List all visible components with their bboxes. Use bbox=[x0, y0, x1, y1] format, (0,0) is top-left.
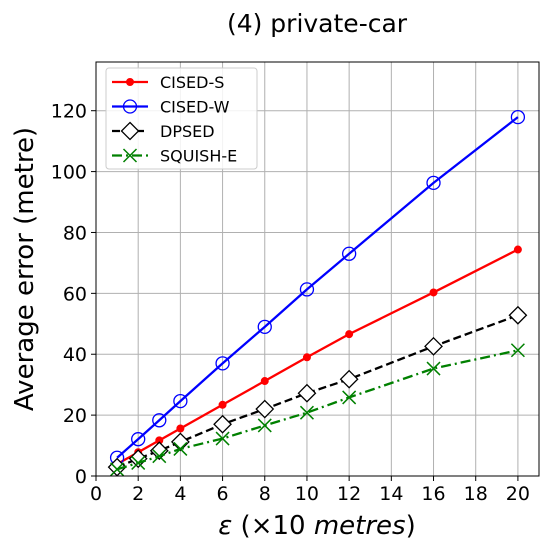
data-point bbox=[302, 353, 311, 362]
data-point bbox=[508, 305, 528, 325]
data-point bbox=[429, 288, 438, 297]
series-line bbox=[116, 116, 519, 459]
data-point bbox=[345, 330, 354, 339]
legend-entry: CISED-W bbox=[112, 98, 230, 117]
series-line bbox=[116, 349, 519, 471]
data-point bbox=[339, 369, 359, 389]
y-tick-label: 120 bbox=[51, 101, 87, 123]
data-point bbox=[510, 109, 526, 125]
data-point bbox=[341, 246, 357, 261]
series-cised-w bbox=[109, 109, 526, 465]
data-point bbox=[257, 418, 272, 433]
legend-marker bbox=[122, 99, 138, 114]
series-line bbox=[116, 248, 519, 466]
data-point bbox=[260, 377, 269, 386]
series-squish-e bbox=[110, 343, 525, 477]
x-tick-label: 4 bbox=[174, 483, 186, 505]
data-point bbox=[342, 390, 357, 405]
legend-label: DPSED bbox=[160, 122, 215, 141]
data-point bbox=[170, 432, 190, 452]
y-tick-label: 100 bbox=[51, 162, 87, 184]
legend-label: CISED-W bbox=[160, 98, 230, 117]
legend-entry: DPSED bbox=[112, 121, 215, 141]
legend-label: CISED-S bbox=[160, 73, 224, 92]
x-tick-label: 2 bbox=[132, 483, 144, 505]
x-axis-ticks: 0 2 4 6 8 10 12 14 16 18 20 bbox=[90, 476, 530, 505]
data-point bbox=[173, 393, 188, 409]
y-tick-label: 40 bbox=[63, 344, 87, 366]
legend-marker bbox=[126, 78, 134, 86]
data-point bbox=[299, 405, 314, 420]
x-tick-label: 0 bbox=[90, 483, 102, 505]
data-point bbox=[152, 449, 167, 464]
x-tick-label: 16 bbox=[421, 483, 445, 505]
legend-label: SQUISH-E bbox=[160, 147, 237, 166]
x-axis-label: ε (×10 metres) bbox=[218, 511, 416, 541]
legend-entry: CISED-S bbox=[112, 73, 224, 92]
series-cised-s bbox=[113, 245, 522, 469]
data-point bbox=[128, 449, 148, 469]
data-point bbox=[426, 175, 441, 191]
data-point bbox=[215, 431, 230, 446]
data-point bbox=[297, 383, 317, 403]
data-point bbox=[215, 356, 230, 371]
series-line bbox=[116, 314, 519, 469]
y-tick-label: 20 bbox=[63, 405, 87, 427]
data-point bbox=[131, 432, 146, 447]
series-dpsed bbox=[107, 305, 528, 477]
data-point bbox=[213, 414, 232, 434]
x-tick-label: 12 bbox=[337, 483, 361, 505]
data-point bbox=[152, 413, 167, 428]
data-point bbox=[510, 343, 525, 358]
x-tick-label: 14 bbox=[379, 483, 403, 505]
x-axis-label-text: (×10 bbox=[232, 511, 314, 541]
data-point bbox=[176, 424, 185, 433]
x-tick-label: 18 bbox=[464, 483, 488, 505]
x-tick-label: 20 bbox=[506, 483, 530, 505]
x-tick-label: 6 bbox=[217, 483, 229, 505]
chart-title: (4) private-car bbox=[227, 9, 408, 38]
legend-box bbox=[105, 67, 258, 170]
y-tick-label: 80 bbox=[63, 222, 87, 244]
data-point bbox=[426, 361, 441, 376]
x-tick-label: 10 bbox=[295, 483, 319, 505]
data-point bbox=[131, 455, 146, 470]
legend-entry: SQUISH-E bbox=[112, 147, 237, 166]
data-point bbox=[513, 245, 522, 254]
x-axis-label-symbol: ε bbox=[218, 511, 232, 541]
x-axis-label-close: ) bbox=[406, 511, 416, 541]
legend: CISED-S CISED-W DPSED SQUISH-E bbox=[105, 67, 258, 170]
x-tick-label: 8 bbox=[259, 483, 271, 505]
y-tick-label: 60 bbox=[63, 283, 87, 305]
legend-marker bbox=[122, 148, 138, 163]
series-layer bbox=[107, 109, 528, 477]
data-point bbox=[110, 462, 125, 477]
data-point bbox=[173, 441, 188, 456]
y-tick-label: 0 bbox=[75, 466, 87, 488]
data-point bbox=[218, 400, 227, 409]
legend-marker bbox=[120, 121, 140, 141]
x-axis-label-unit: metres bbox=[314, 511, 406, 541]
y-axis-ticks: 0 20 40 60 80 100 120 bbox=[51, 101, 96, 488]
data-point bbox=[299, 282, 315, 297]
data-point bbox=[255, 399, 275, 419]
data-point bbox=[424, 336, 443, 356]
y-axis-label: Average error (metre) bbox=[10, 127, 40, 411]
plot-frame bbox=[95, 61, 540, 477]
data-point bbox=[257, 319, 272, 334]
